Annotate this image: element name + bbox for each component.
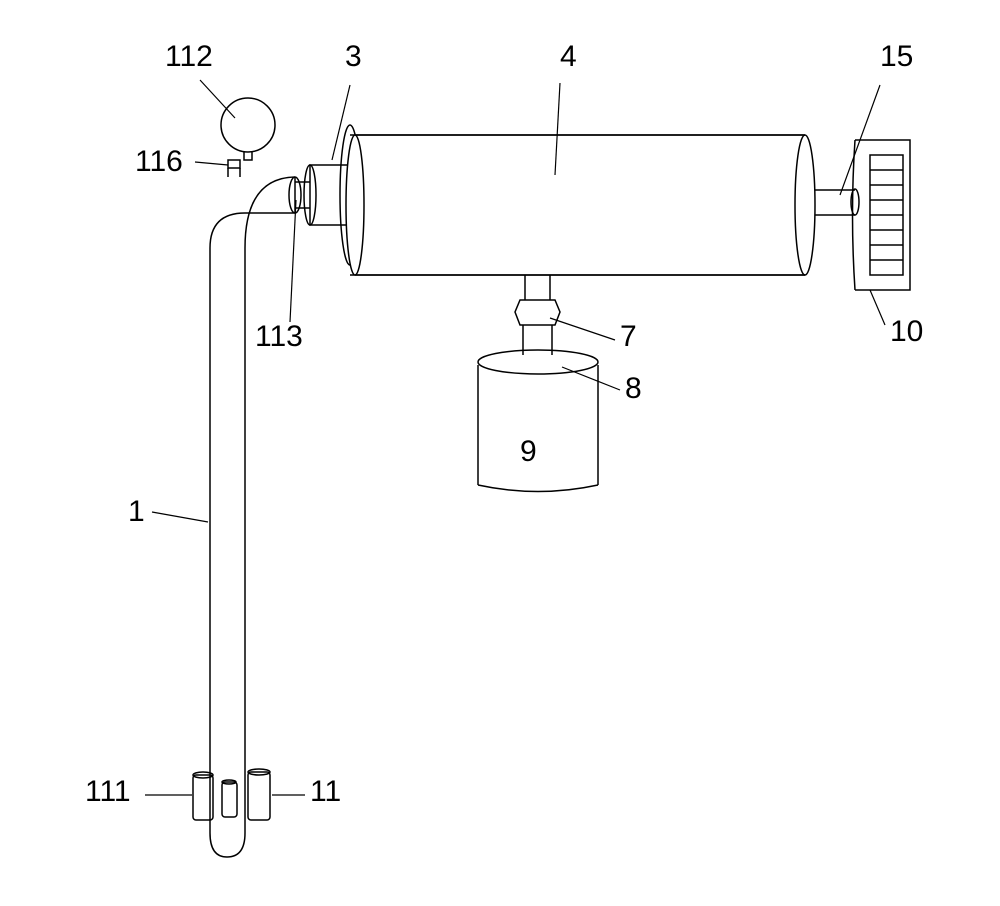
label-112: 112: [165, 40, 213, 74]
label-1: 1: [128, 495, 145, 529]
label-116: 116: [135, 145, 183, 179]
label-8: 8: [625, 372, 642, 406]
label-15: 15: [880, 40, 913, 74]
label-3: 3: [345, 40, 362, 74]
label-113: 113: [255, 320, 303, 354]
diagram-container: 112 3 4 15 116 113 7 10 8 1 9 111 11: [0, 0, 1000, 906]
label-10: 10: [890, 315, 923, 349]
label-4: 4: [560, 40, 577, 74]
label-111: 111: [85, 775, 131, 809]
technical-drawing: [0, 0, 1000, 906]
label-11: 11: [310, 775, 341, 809]
label-9: 9: [520, 435, 537, 469]
label-7: 7: [620, 320, 637, 354]
